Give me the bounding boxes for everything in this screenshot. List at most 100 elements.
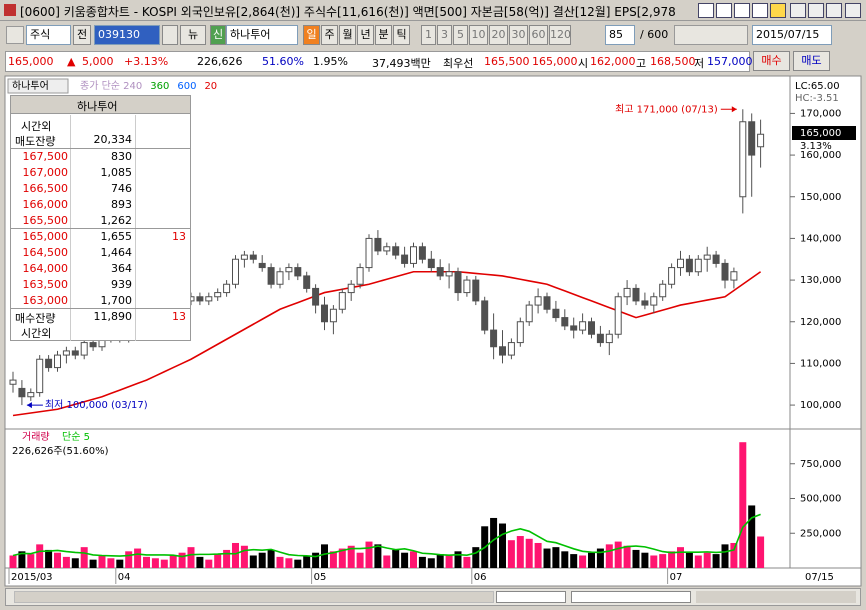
volume-bar [143,556,150,568]
volume-bar [605,544,613,568]
candle-body [347,283,355,294]
bids-cell: 163,500 [22,278,69,291]
period-button[interactable]: 일 [303,25,320,45]
period-button[interactable]: 월 [339,25,356,45]
candle-body [196,296,204,302]
tool-icons[interactable] [674,25,748,45]
candle-body [436,267,444,277]
candle-body [659,283,667,298]
volume-bar [160,559,168,568]
candle-body [623,287,631,298]
window-button[interactable] [716,3,732,18]
count-input[interactable]: 85 [605,25,635,45]
maximize-button[interactable] [826,3,842,18]
candle-body [712,254,720,264]
candle-body [427,258,435,269]
volume-bar [703,552,711,568]
candle-body [401,254,409,264]
y-tick-label: 750,000 [800,459,841,470]
minute-button[interactable]: 5 [453,25,468,45]
buy-button[interactable]: 매수 [753,51,790,71]
minute-button[interactable]: 30 [509,25,528,45]
volume-bar [214,554,222,568]
zoom-slider[interactable] [571,591,691,603]
asks-cell: 893 [111,198,132,211]
bids-cell: 165,000 [22,230,69,243]
restore-button[interactable] [808,3,824,18]
bids-cell: 364 [111,262,132,275]
toolbar-icon[interactable] [6,26,24,44]
volume-summary: 226,626주(51.60%) [12,446,109,457]
minute-button[interactable]: 10 [469,25,488,45]
volume-bar [730,542,738,568]
asks-cell: 166,000 [22,198,69,211]
bottom-label: 매수잔량 [15,312,56,325]
candle-body [303,275,311,289]
volume-bar [534,542,542,568]
minute-button[interactable]: 120 [549,25,571,45]
volume-bar [356,552,364,568]
volume-bar [134,548,142,568]
scroll-track[interactable] [14,591,494,603]
period-button[interactable]: 주 [321,25,338,45]
market-select[interactable]: 주식 [26,25,71,45]
period-button[interactable]: 분 [375,25,392,45]
view-controls[interactable] [696,591,856,603]
x-tick-label: 07 [670,572,683,583]
volume-bar [694,555,702,568]
asks-cell: 166,500 [22,182,69,195]
minute-button[interactable]: 1 [421,25,436,45]
sell-button[interactable]: 매도 [793,51,830,71]
candle-body [294,267,302,277]
volume-bar [54,552,61,568]
volume-bar [561,551,569,568]
period-button[interactable]: 틱 [393,25,410,45]
help-button[interactable] [770,3,786,18]
volume-bar [347,545,355,568]
volume-bar [499,523,506,568]
candle-body [267,267,275,285]
volume-bar [748,505,756,568]
volume-bar [321,544,328,568]
candle-body [650,296,658,306]
quote-field: 5,000 [82,55,114,68]
candle-body [36,358,44,394]
candle-body [552,308,560,319]
stock-label-box [7,78,69,94]
bids-cell: 163,000 [22,294,69,307]
volume-bar [472,547,480,568]
legend-item: 360 [150,81,169,92]
volume-bar [303,555,311,568]
volume-bar [588,552,595,568]
news-button[interactable]: 뉴 [180,25,206,45]
minute-button[interactable]: 20 [489,25,508,45]
credit-badge[interactable]: 신 [210,25,226,45]
period-button[interactable]: 년 [357,25,374,45]
code-input[interactable]: 039130 [94,25,160,45]
volume-title: 거래량 [22,431,50,443]
asks-cell: 1,262 [100,214,133,227]
play-controls[interactable] [496,591,566,603]
window-button[interactable] [698,3,714,18]
quote-strip [5,51,750,72]
volume-bar [98,555,106,568]
close-button[interactable] [845,3,861,18]
volume-bar [721,544,729,568]
minute-button[interactable]: 60 [529,25,548,45]
prev-button[interactable]: 전 [73,25,91,45]
high-arrow-head [731,106,737,113]
window-button[interactable] [752,3,768,18]
quote-field: 37,493백만 [372,57,431,70]
volume-bar [107,558,115,568]
minimize-button[interactable] [790,3,806,18]
minute-button[interactable]: 3 [437,25,452,45]
quote-field: 226,626 [197,55,243,68]
candle-body [641,300,649,306]
volume-bar [27,554,35,568]
search-button[interactable] [162,25,178,45]
y-tick-label: 120,000 [800,317,841,328]
candle-body [285,267,293,273]
volume-bar [187,547,195,568]
date-input[interactable]: 2015/07/15 [752,25,832,45]
window-button[interactable] [734,3,750,18]
